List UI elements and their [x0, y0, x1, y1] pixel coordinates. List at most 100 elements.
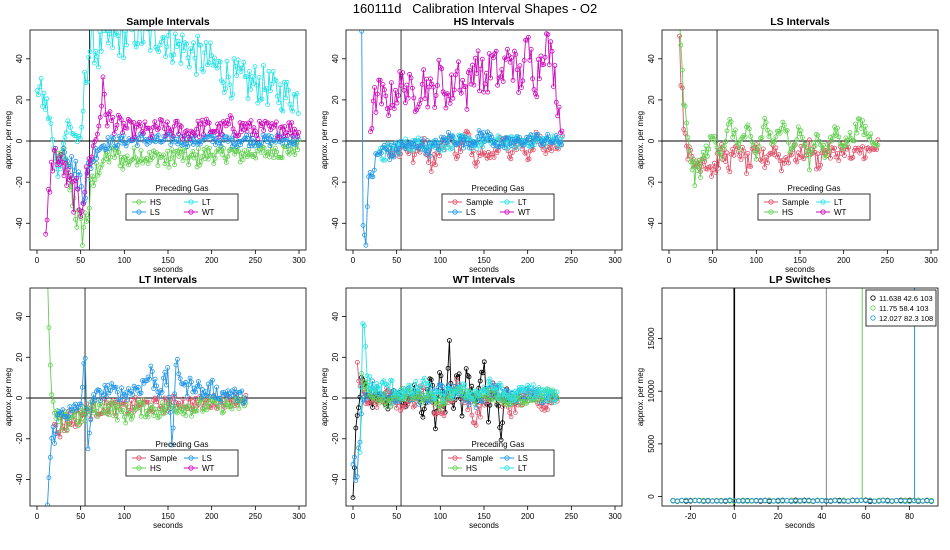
data-point-WT — [430, 84, 436, 90]
plot-area — [346, 30, 622, 250]
data-point-Sample — [73, 424, 78, 430]
data-point-WT — [85, 173, 90, 178]
data-point-HS — [66, 422, 71, 428]
data-point-HS — [388, 403, 394, 409]
panel-title: LS Intervals — [770, 16, 830, 28]
data-point-LS — [555, 134, 560, 140]
data-point-LT — [283, 95, 289, 101]
data-point-LT — [241, 59, 247, 65]
data-point-Sample — [483, 152, 489, 158]
data-point-Black — [477, 378, 483, 384]
data-point-Black — [357, 394, 363, 400]
data-point-Sample — [430, 161, 436, 167]
x-tick-label: 250 — [881, 256, 895, 265]
data-point-LS — [487, 132, 493, 138]
data-point-HS — [180, 158, 186, 164]
data-point-LS — [184, 393, 190, 399]
data-point-LS — [202, 389, 208, 395]
data-point-LS — [364, 204, 370, 210]
data-point-WT — [79, 208, 85, 214]
data-point-LT — [48, 121, 54, 126]
data-point-HS — [119, 154, 124, 160]
data-point-WT — [528, 47, 534, 52]
data-point-LT — [34, 88, 40, 94]
data-point-LS — [437, 140, 443, 146]
data-point-LT — [192, 55, 198, 61]
data-point-LT — [225, 74, 231, 80]
data-point-HS — [685, 135, 691, 140]
data-point-HS — [95, 413, 101, 419]
data-point-HS — [188, 413, 194, 419]
data-point-LT — [551, 400, 557, 405]
data-point-HS — [829, 138, 835, 144]
data-point-WT — [516, 90, 521, 95]
legend-box — [125, 193, 239, 221]
data-point-LS — [82, 355, 88, 361]
data-point-LT — [367, 374, 373, 380]
legend-label: 11.75 58.4 103 — [879, 304, 929, 313]
panel-title: LP Switches — [769, 274, 831, 286]
y-axis-label: approx. per meg — [320, 368, 329, 426]
legend-swatch-marker — [136, 455, 142, 461]
legend-swatch-marker — [452, 455, 458, 461]
y-tick-label: 10000 — [647, 380, 656, 403]
data-point-LT — [63, 130, 69, 136]
y-tick-label: -40 — [331, 217, 340, 229]
data-point-Black — [385, 406, 391, 412]
data-point-LS — [193, 389, 199, 395]
data-point-LT — [120, 30, 124, 31]
data-point-LS — [167, 409, 173, 415]
data-point-HS — [119, 409, 124, 415]
data-point-WT — [531, 87, 537, 92]
data-point-HS — [809, 150, 815, 156]
data-point-WT — [160, 121, 166, 127]
plot-area — [30, 30, 306, 250]
data-point-HS — [202, 156, 208, 161]
data-point-HS — [724, 128, 730, 134]
data-point-LS — [385, 149, 391, 155]
data-point-LT — [93, 48, 99, 54]
data-point-Sample — [759, 158, 765, 164]
data-point-Sample — [556, 146, 561, 152]
data-point-LS — [95, 148, 101, 154]
data-point-HS — [773, 134, 779, 140]
data-point-Sample — [473, 422, 479, 428]
legend-swatch-marker — [768, 209, 774, 215]
data-point-LS — [78, 401, 84, 407]
legend-label: Sample — [466, 198, 494, 207]
data-point-LS — [239, 138, 245, 144]
x-tick-label: 200 — [837, 256, 851, 265]
data-point-LT — [421, 375, 427, 381]
data-point-Sample — [855, 145, 861, 151]
data-point-WT — [418, 97, 424, 103]
data-point-HS — [225, 154, 231, 160]
legend-label: LT — [518, 198, 527, 207]
data-point-Sample — [539, 406, 545, 412]
data-point-LT — [80, 108, 86, 114]
data-point-HS — [402, 392, 408, 397]
data-point-LS — [112, 143, 118, 149]
data-point-LS — [228, 137, 234, 143]
data-point-WT — [514, 67, 520, 73]
data-point-WT — [381, 87, 387, 93]
x-tick-label: 0 — [35, 256, 40, 265]
legend-swatch-marker — [136, 209, 142, 215]
data-point-LS — [53, 431, 59, 437]
data-point-Black — [498, 437, 504, 443]
data-point-LS — [521, 142, 527, 148]
data-point-HS — [80, 242, 85, 248]
data-point-LS — [135, 384, 141, 390]
x-tick-label: 100 — [118, 512, 132, 521]
data-point-LS — [466, 402, 472, 408]
data-point-WT — [429, 81, 435, 87]
data-point-HS — [85, 405, 91, 411]
data-point-LS — [545, 131, 550, 137]
panel-4: LT Intervals 0 50 100 150 200 250 300 -40 -20 0 20 4… — [4, 274, 307, 530]
legend-swatch-marker — [452, 199, 458, 205]
data-point-WT — [411, 95, 417, 101]
data-point-LS — [371, 167, 377, 173]
data-point-LT — [171, 52, 177, 58]
y-tick-label: 20 — [647, 95, 656, 104]
data-point-LS — [154, 134, 160, 140]
data-point-HS — [145, 414, 151, 420]
